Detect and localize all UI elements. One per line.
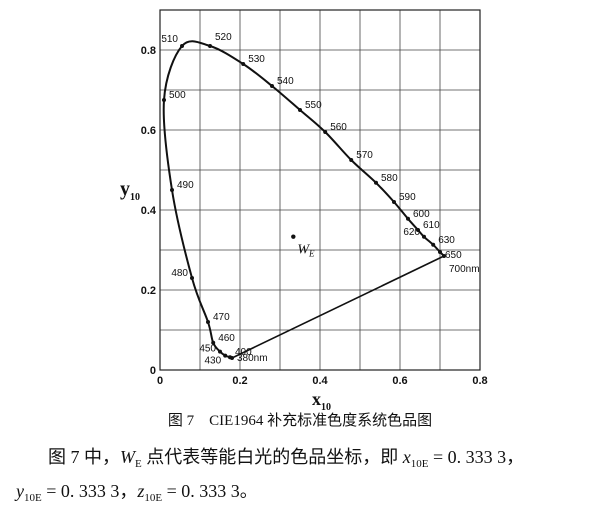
wavelength-label: 580: [381, 173, 398, 184]
note-text: 图 7 中，: [48, 447, 120, 467]
locus-point: [323, 130, 328, 134]
white-point-symbol: W: [297, 243, 310, 258]
locus-point: [223, 353, 228, 358]
locus-point: [206, 320, 210, 324]
note-symbol: x: [402, 447, 411, 467]
x-tick-label: 0.6: [392, 375, 407, 387]
locus-point: [190, 276, 194, 280]
y-tick-label: 0: [150, 365, 156, 377]
locus-point: [406, 216, 410, 221]
white-point: [291, 234, 296, 239]
note-text: = 0. 333 3，: [42, 481, 138, 501]
locus-point: [208, 44, 212, 48]
note-sub: 10E: [24, 492, 42, 504]
white-point-sub: E: [308, 249, 315, 259]
locus-point: [162, 98, 166, 102]
wavelength-label: 550: [305, 100, 322, 111]
wavelength-label: 600: [413, 209, 430, 220]
wavelength-label: 540: [277, 76, 294, 87]
locus-point: [438, 250, 442, 254]
wavelength-label: 500: [169, 90, 186, 101]
plot-frame: [159, 9, 481, 371]
y-tick-label: 0.8: [141, 45, 156, 57]
y-label: y: [120, 178, 130, 200]
white-point-label: WE: [297, 243, 315, 259]
wavelength-label: 460: [218, 333, 235, 344]
x-label: x: [312, 389, 321, 409]
note-text: = 0. 333 3。: [162, 481, 258, 501]
wavelength-label: 590: [399, 192, 416, 203]
wavelength-label: 480: [171, 268, 188, 279]
wavelength-label: 560: [330, 122, 347, 133]
locus-point: [228, 355, 232, 360]
wavelength-label: 380nm: [237, 353, 268, 364]
locus-point: [170, 188, 174, 192]
note-line-2: y10E = 0. 333 3，z10E = 0. 333 3。: [14, 481, 258, 504]
wavelength-label: 520: [215, 32, 232, 43]
wavelength-label: 570: [356, 150, 373, 161]
x-tick-label: 0: [157, 375, 163, 387]
x-tick-label: 0.8: [472, 375, 487, 387]
wavelength-label: 490: [177, 180, 194, 191]
locus-point: [374, 180, 378, 185]
wavelength-label: 630: [438, 235, 455, 246]
wavelength-label: 430: [205, 356, 222, 367]
locus-point: [392, 200, 396, 204]
note-symbol: W: [120, 447, 137, 467]
note-sub: 10E: [144, 492, 162, 504]
note-sub: E: [135, 458, 142, 470]
wavelength-label: 450: [199, 344, 216, 355]
x-tick-label: 0.4: [312, 375, 328, 387]
note-symbol: z: [136, 481, 144, 501]
wavelength-label: 530: [248, 54, 265, 65]
x-label-sub: 10: [321, 402, 331, 413]
wavelength-label: 700nm: [449, 264, 480, 275]
wavelength-label: 610: [423, 220, 440, 231]
note-symbol: y: [14, 481, 24, 501]
locus-point: [416, 228, 420, 232]
wavelength-label: 510: [161, 34, 178, 45]
locus-point: [270, 84, 274, 88]
x-tick-label: 0.2: [232, 375, 247, 387]
note-text: = 0. 333 3，: [428, 447, 524, 467]
caption: 图 7 CIE1964 补充标准色度系统色品图: [168, 412, 432, 429]
note-text: 点代表等能白光的色品坐标，即: [142, 447, 403, 467]
y-tick-label: 0.2: [141, 285, 156, 297]
locus-point: [211, 340, 216, 345]
wavelength-label: 650: [445, 250, 462, 261]
wavelength-label: 620: [403, 227, 420, 238]
locus-point: [180, 44, 184, 48]
locus-point: [241, 62, 246, 66]
locus-point: [422, 234, 426, 239]
y-axis-label: y10: [120, 178, 140, 203]
wavelength-label: 470: [213, 312, 230, 323]
y-tick-label: 0.4: [141, 205, 157, 217]
locus-point: [442, 254, 446, 258]
y-tick-label: 0.6: [141, 125, 156, 137]
locus-point: [431, 242, 436, 247]
wavelength-label: 400: [235, 347, 252, 358]
locus-point: [218, 349, 222, 354]
note-line-1: 图 7 中，WE 点代表等能白光的色品坐标，即 x10E = 0. 333 3，: [48, 447, 524, 470]
x-axis-label: x10: [312, 389, 331, 413]
purple-line: [231, 255, 445, 359]
locus-point: [298, 108, 302, 112]
y-label-sub: 10: [130, 192, 140, 203]
locus-point: [349, 158, 354, 162]
note-sub: 10E: [411, 458, 429, 470]
